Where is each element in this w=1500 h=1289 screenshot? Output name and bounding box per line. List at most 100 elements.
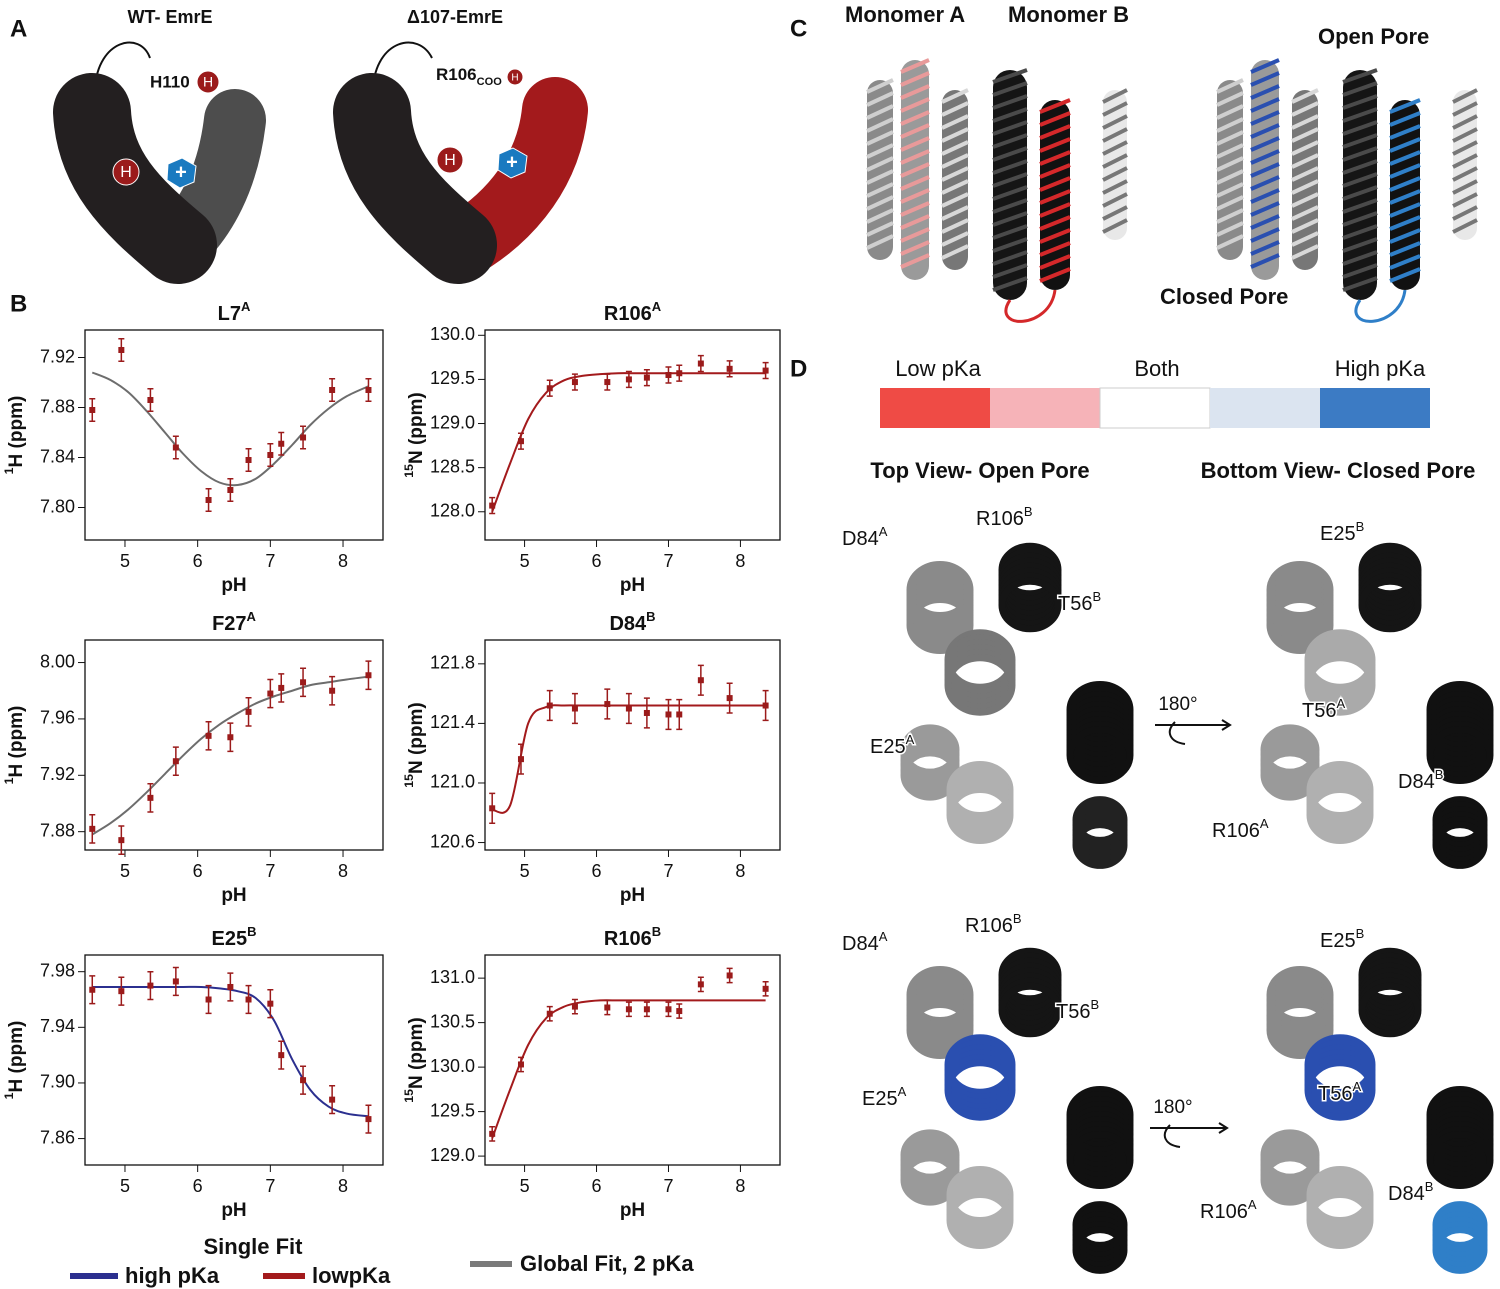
data-point (604, 1004, 611, 1011)
helix-turn (1389, 137, 1421, 153)
y-tick-label: 7.84 (40, 446, 75, 466)
y-tick-label: 7.86 (40, 1127, 75, 1147)
helix-turn (1250, 175, 1280, 191)
helix-ring (1306, 786, 1374, 844)
helix-turn (866, 143, 894, 159)
his-circle (506, 68, 524, 86)
helix-turn (1102, 179, 1128, 195)
helix-turn (1291, 179, 1319, 195)
helix-ring (906, 596, 974, 654)
y-tick-label: 129.0 (430, 1145, 475, 1165)
y-axis-label-part: 1 (2, 1092, 16, 1099)
helix-turn (900, 110, 930, 126)
data-point (571, 705, 578, 712)
helix-turn (1250, 149, 1280, 165)
helix-turn (900, 58, 930, 74)
residue-label: R106COO (436, 65, 502, 87)
helix-turn (866, 195, 894, 211)
rotation-arrow (1150, 719, 1232, 1148)
helix-turn (866, 234, 894, 250)
data-point (676, 370, 683, 377)
y-axis-label-part: N (ppm) (406, 1017, 427, 1089)
colorbar-swatch (880, 388, 990, 428)
data-point (665, 711, 672, 718)
x-axis-label: pH (221, 575, 246, 596)
y-axis-label: 15N (ppm) (402, 702, 427, 788)
helix-turn (1452, 218, 1478, 234)
helix-turn (992, 133, 1028, 149)
data-point (643, 1006, 650, 1013)
chart-title: R106A (604, 299, 662, 325)
residue-label-part: B (1092, 589, 1101, 604)
helix-turn (1216, 156, 1244, 172)
data-point (665, 1006, 672, 1013)
helix-turn (1216, 169, 1244, 185)
helix-turn (1291, 244, 1319, 260)
helix-turn (941, 127, 969, 143)
helix-turn (900, 97, 930, 113)
plot-frame (84, 329, 384, 541)
helix-turn (1342, 146, 1378, 162)
residue-label-part: R106 (1200, 1201, 1248, 1223)
y-axis-label: 15N (ppm) (402, 1017, 427, 1103)
x-tick-label: 5 (120, 1176, 130, 1196)
y-tick-label: 7.88 (40, 820, 75, 840)
data-point (517, 1061, 524, 1068)
residue-label-part: R106 (976, 508, 1024, 530)
domain (53, 73, 217, 284)
helix-turn (1039, 228, 1071, 244)
x-axis-label: pH (620, 575, 645, 596)
y-axis-label: 15N (ppm) (402, 392, 427, 478)
helix-turn (1452, 127, 1478, 143)
helix-turn (941, 218, 969, 234)
helix-turn (1291, 101, 1319, 117)
data-point (625, 1006, 632, 1013)
helix-turn (1250, 188, 1280, 204)
rotation-label: 180° (1153, 1097, 1192, 1118)
helix-ring (946, 786, 1014, 844)
data-point (278, 440, 285, 447)
view-header: Bottom View- Closed Pore (1201, 458, 1476, 483)
y-tick-label: 7.90 (40, 1072, 75, 1092)
data-point (300, 434, 307, 441)
cartoon-mutant (333, 41, 588, 284)
helix-turn (866, 78, 894, 94)
data-point (172, 978, 179, 985)
data-point (365, 1116, 372, 1123)
y-tick-label: 7.88 (40, 396, 75, 416)
y-tick-label: 7.80 (40, 496, 75, 516)
helix-turn (900, 136, 930, 152)
helix-turn (1216, 91, 1244, 107)
drug (166, 157, 197, 189)
x-tick-label: 6 (592, 551, 602, 571)
data-point (571, 379, 578, 386)
helix-turn (1291, 114, 1319, 130)
y-tick-label: 121.8 (430, 653, 475, 673)
data-point (205, 732, 212, 739)
x-tick-label: 6 (193, 1176, 203, 1196)
y-tick-label: 130.0 (430, 324, 475, 344)
helix-turn (1291, 231, 1319, 247)
chart-title-part: R106 (604, 303, 652, 325)
x-tick-label: 8 (735, 551, 745, 571)
chart-title-part: A (247, 609, 257, 624)
data-point (267, 1000, 274, 1007)
y-axis-label-part: 15 (402, 464, 416, 478)
helix-turn (992, 224, 1028, 240)
y-tick-label: 128.0 (430, 501, 475, 521)
chart-title: E25B (212, 924, 257, 950)
data-point (278, 684, 285, 691)
data-point (726, 365, 733, 372)
data-point (489, 502, 496, 509)
helix-ring (1066, 726, 1134, 784)
helix-turn (1102, 140, 1128, 156)
helix-turn (866, 182, 894, 198)
helix-turn (1389, 202, 1421, 218)
arrow (1168, 721, 1186, 745)
x-tick-label: 7 (663, 551, 673, 571)
y-tick-label: 121.4 (430, 712, 475, 732)
data-point (726, 695, 733, 702)
helix-turn (866, 130, 894, 146)
data-point (697, 677, 704, 684)
fit-line (92, 985, 369, 1118)
